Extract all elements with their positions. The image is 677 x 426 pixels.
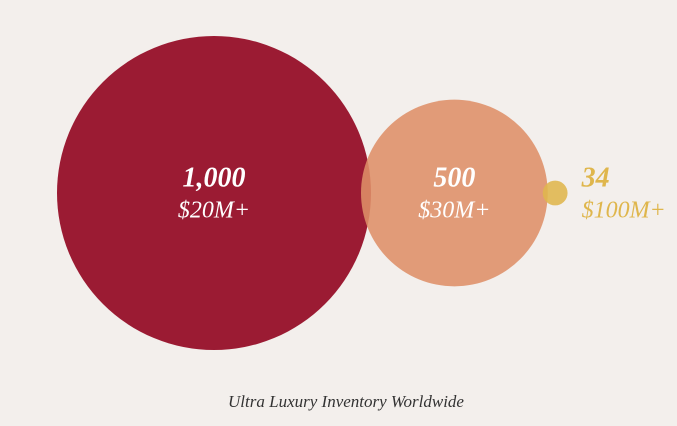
category-label: $30M+: [418, 198, 490, 224]
bubble: [542, 180, 568, 206]
category-label: $100M+: [582, 198, 666, 224]
chart-caption: Ultra Luxury Inventory Worldwide: [228, 392, 464, 411]
category-label: $20M+: [178, 198, 250, 224]
bubble: [57, 36, 371, 350]
value-label: 500: [433, 162, 475, 193]
bubble: [361, 99, 548, 287]
value-label: 34: [581, 162, 610, 193]
value-label: 1,000: [183, 162, 246, 193]
